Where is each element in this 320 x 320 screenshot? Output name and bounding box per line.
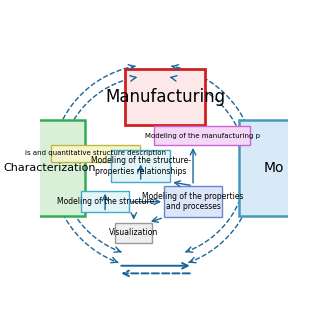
- Text: Mo: Mo: [264, 161, 284, 175]
- Text: is and quantitative structure description: is and quantitative structure descriptio…: [25, 150, 166, 156]
- FancyBboxPatch shape: [81, 191, 129, 212]
- FancyBboxPatch shape: [15, 120, 84, 216]
- FancyBboxPatch shape: [239, 120, 309, 216]
- Text: Characterization: Characterization: [3, 163, 96, 173]
- FancyBboxPatch shape: [164, 186, 222, 218]
- FancyBboxPatch shape: [115, 223, 152, 243]
- Text: Modeling of the structure: Modeling of the structure: [57, 197, 154, 206]
- FancyBboxPatch shape: [111, 150, 170, 182]
- FancyBboxPatch shape: [51, 145, 140, 162]
- Text: Visualization: Visualization: [109, 228, 158, 237]
- FancyBboxPatch shape: [125, 69, 205, 125]
- Text: Modeling of the properties
and processes: Modeling of the properties and processes: [142, 192, 244, 211]
- Text: Modeling of the manufacturing p: Modeling of the manufacturing p: [145, 132, 260, 139]
- Text: Modeling of the structure-
properties relationships: Modeling of the structure- properties re…: [91, 156, 191, 176]
- Text: Manufacturing: Manufacturing: [105, 88, 225, 106]
- FancyBboxPatch shape: [155, 126, 250, 145]
